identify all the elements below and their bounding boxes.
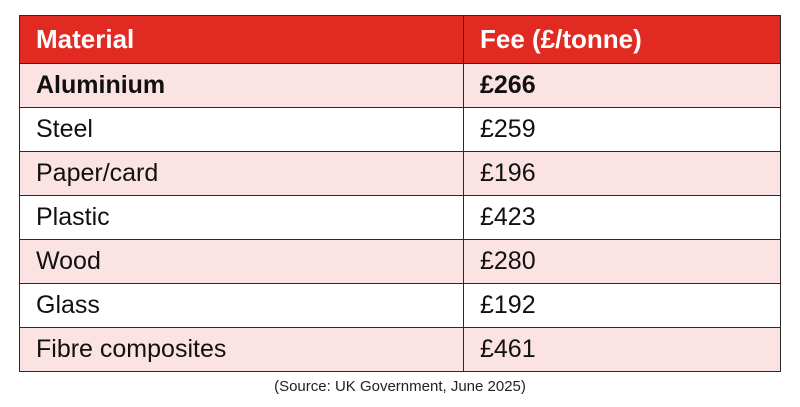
material-cell: Steel	[19, 107, 464, 152]
fee-cell: £192	[463, 283, 781, 328]
table-row: Steel £259	[19, 107, 781, 152]
header-fee: Fee (£/tonne)	[463, 15, 781, 64]
fee-cell: £259	[463, 107, 781, 152]
table-row: Fibre composites £461	[19, 327, 781, 372]
source-caption: (Source: UK Government, June 2025)	[274, 378, 526, 395]
table-row: Wood £280	[19, 239, 781, 284]
table-row: Aluminium £266	[19, 63, 781, 108]
material-fee-table: Material Fee (£/tonne) Aluminium £266 St…	[19, 15, 781, 372]
table-row: Glass £192	[19, 283, 781, 328]
table-row: Paper/card £196	[19, 151, 781, 196]
fee-cell: £461	[463, 327, 781, 372]
material-cell: Wood	[19, 239, 464, 284]
material-cell: Aluminium	[19, 63, 464, 108]
fee-cell: £266	[463, 63, 781, 108]
fee-cell: £196	[463, 151, 781, 196]
material-cell: Glass	[19, 283, 464, 328]
material-cell: Plastic	[19, 195, 464, 240]
fee-cell: £423	[463, 195, 781, 240]
table-row: Plastic £423	[19, 195, 781, 240]
material-cell: Fibre composites	[19, 327, 464, 372]
table-header-row: Material Fee (£/tonne)	[19, 15, 781, 64]
material-cell: Paper/card	[19, 151, 464, 196]
fee-cell: £280	[463, 239, 781, 284]
header-material: Material	[19, 15, 464, 64]
